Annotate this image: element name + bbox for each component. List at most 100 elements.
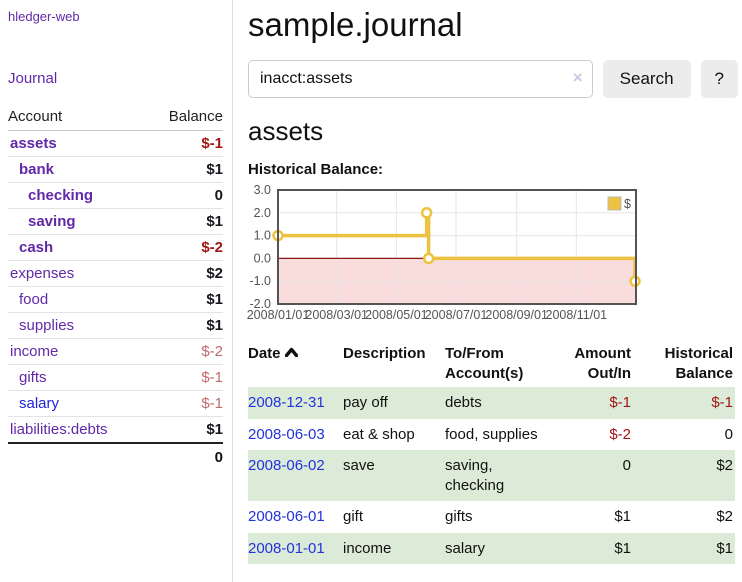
account-row: assets $-1 bbox=[8, 130, 223, 157]
transaction-amount: $1 bbox=[614, 508, 631, 525]
legend-swatch bbox=[607, 196, 622, 211]
register-table: Date Description To/From Account(s) Amou… bbox=[248, 340, 735, 564]
register-col-balance: Historical Balance bbox=[664, 345, 733, 382]
transaction-balance: $1 bbox=[716, 539, 733, 557]
sidebar: hledger-web Journal Account Balance asse… bbox=[0, 0, 233, 582]
legend-label: $ bbox=[624, 197, 631, 211]
y-axis-tick-label: 2.0 bbox=[254, 206, 271, 220]
account-link[interactable]: saving bbox=[28, 213, 76, 230]
accounts-total-value: 0 bbox=[8, 442, 223, 471]
account-link[interactable]: expenses bbox=[10, 265, 75, 282]
account-heading: assets bbox=[248, 116, 324, 146]
accounts-col-account: Account bbox=[8, 105, 148, 131]
transaction-description: eat & shop bbox=[343, 425, 415, 443]
accounts-table: Account Balance assets $-1 bank $1 checking 0… bbox=[8, 105, 223, 471]
transaction-balance: 0 bbox=[724, 425, 733, 443]
register-col-description: Description bbox=[343, 345, 426, 362]
x-axis-tick-label: 2008/03/01 bbox=[305, 308, 368, 322]
account-balance: $1 bbox=[147, 286, 223, 313]
account-row: cash $-2 bbox=[8, 234, 223, 261]
account-balance: $-1 bbox=[147, 364, 223, 391]
register-col-date[interactable]: Date bbox=[248, 340, 343, 387]
transaction-date-link[interactable]: 2008-06-02 bbox=[248, 457, 325, 474]
account-link[interactable]: gifts bbox=[19, 369, 47, 386]
search-bar: × Search ? bbox=[248, 60, 738, 98]
x-axis-tick-label: 2008/05/01 bbox=[365, 308, 428, 322]
account-row: checking 0 bbox=[8, 182, 223, 209]
help-button[interactable]: ? bbox=[700, 60, 738, 98]
account-row: income $-2 bbox=[8, 338, 223, 365]
account-balance: $-1 bbox=[147, 390, 223, 417]
x-axis-tick-label: 2008/11/01 bbox=[546, 308, 608, 322]
account-balance: 0 bbox=[147, 182, 223, 209]
y-axis-tick-label: 3.0 bbox=[254, 183, 271, 197]
transaction-balance: $-1 bbox=[711, 394, 733, 411]
account-balance: $-2 bbox=[147, 338, 223, 365]
transaction-date-link[interactable]: 2008-06-01 bbox=[248, 508, 325, 525]
transaction-accounts: saving, checking bbox=[445, 457, 505, 494]
sidebar-item-journal[interactable]: Journal bbox=[8, 70, 58, 87]
chart-border bbox=[277, 189, 637, 305]
account-row: bank $1 bbox=[8, 156, 223, 183]
account-balance: $1 bbox=[206, 421, 223, 438]
account-balance: $1 bbox=[147, 156, 223, 183]
transaction-accounts: gifts bbox=[445, 508, 473, 525]
sort-asc-icon bbox=[284, 347, 298, 358]
transaction-description: gift bbox=[343, 508, 364, 525]
balance-chart: 2008/01/012008/03/012008/05/012008/07/01… bbox=[247, 183, 641, 322]
account-row: expenses $2 bbox=[8, 260, 223, 287]
account-row: liabilities:debts $1 bbox=[8, 417, 223, 444]
transaction-description: pay off bbox=[343, 394, 388, 411]
transaction-description: save bbox=[343, 457, 375, 474]
account-link[interactable]: food bbox=[19, 291, 49, 308]
transaction-accounts: salary bbox=[445, 539, 486, 557]
account-link[interactable]: checking bbox=[28, 187, 94, 204]
page-title: sample.journal bbox=[248, 6, 463, 43]
account-balance: $2 bbox=[147, 260, 223, 287]
register-row: 2008-06-01 gift gifts $1 $2 bbox=[248, 501, 735, 533]
account-balance: $1 bbox=[147, 208, 223, 235]
transaction-date-link[interactable]: 2008-12-31 bbox=[248, 394, 325, 411]
x-axis-tick-label: 2008/09/01 bbox=[485, 308, 548, 322]
register-row: 2008-06-02 save saving, checking 0 $2 bbox=[248, 450, 735, 501]
account-balance: $1 bbox=[147, 312, 223, 339]
register-row: 2008-01-01 income salary $1 $1 bbox=[248, 532, 735, 564]
data-point-marker bbox=[422, 252, 435, 265]
transaction-description: income bbox=[343, 539, 392, 557]
search-input[interactable] bbox=[248, 60, 593, 98]
register-row: 2008-12-31 pay off debts $-1 $-1 bbox=[248, 387, 735, 419]
clear-search-icon[interactable]: × bbox=[572, 68, 583, 87]
accounts-total-row: 0 bbox=[8, 442, 223, 471]
account-row: food $1 bbox=[8, 286, 223, 313]
account-link[interactable]: supplies bbox=[19, 317, 75, 334]
account-row: supplies $1 bbox=[8, 312, 223, 339]
search-button[interactable]: Search bbox=[602, 60, 691, 98]
account-link[interactable]: cash bbox=[19, 239, 54, 256]
transaction-accounts: food, supplies bbox=[445, 425, 538, 443]
account-link[interactable]: salary bbox=[19, 395, 60, 412]
search-box: × bbox=[248, 60, 593, 98]
chart-title: Historical Balance: bbox=[248, 161, 384, 178]
data-point-marker bbox=[420, 207, 433, 219]
transaction-date-link[interactable]: 2008-06-03 bbox=[248, 425, 325, 443]
y-axis-tick-label: 0.0 bbox=[254, 251, 271, 265]
transaction-date-link[interactable]: 2008-01-01 bbox=[248, 539, 325, 557]
account-link[interactable]: liabilities:debts bbox=[10, 421, 108, 438]
account-link[interactable]: bank bbox=[19, 161, 55, 178]
account-link[interactable]: income bbox=[10, 343, 59, 360]
transaction-amount: $-2 bbox=[609, 425, 631, 443]
transaction-accounts: debts bbox=[445, 394, 482, 411]
transaction-balance: $2 bbox=[716, 457, 733, 474]
register-col-accounts: To/From Account(s) bbox=[445, 345, 524, 382]
account-link[interactable]: assets bbox=[10, 135, 57, 152]
x-axis-tick-label: 2008/01/01 bbox=[247, 308, 310, 322]
accounts-col-balance: Balance bbox=[147, 105, 223, 131]
register-row: 2008-06-03 eat & shop food, supplies $-2 0 bbox=[248, 419, 735, 451]
app-title-link[interactable]: hledger-web bbox=[8, 9, 80, 24]
account-balance: $-1 bbox=[147, 130, 223, 157]
register-col-date-label: Date bbox=[248, 345, 281, 362]
account-balance: $-2 bbox=[147, 234, 223, 261]
y-axis-tick-label: 1.0 bbox=[254, 229, 271, 243]
register-col-amount: Amount Out/In bbox=[574, 345, 631, 382]
